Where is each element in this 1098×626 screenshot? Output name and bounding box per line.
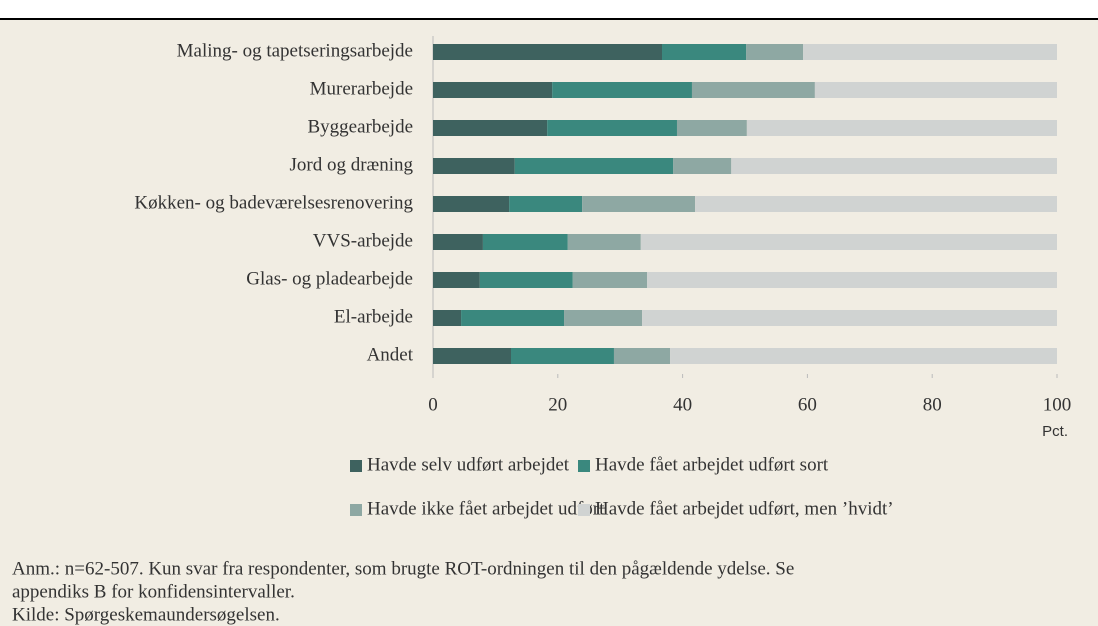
- bar-segment: [433, 196, 510, 212]
- bar-segment: [509, 196, 583, 212]
- bar-segment: [433, 44, 663, 60]
- bar-segment: [695, 196, 1057, 212]
- y-tick-label: El-arbejde: [334, 306, 413, 327]
- legend-swatch: [350, 460, 362, 472]
- bar-segment: [547, 120, 677, 136]
- y-tick-label: Byggearbejde: [307, 116, 413, 137]
- bar-segment: [552, 82, 692, 98]
- bar-segment: [746, 120, 1057, 136]
- y-tick-label: Andet: [367, 344, 414, 365]
- bar-segment: [461, 310, 565, 326]
- bar-segment: [433, 310, 462, 326]
- y-tick-label: Murerarbejde: [310, 78, 413, 99]
- bar-segment: [572, 272, 648, 288]
- legend-swatch: [578, 460, 590, 472]
- bar-segment: [731, 158, 1057, 174]
- bar-segment: [647, 272, 1057, 288]
- y-tick-label: Glas- og pladearbejde: [246, 268, 413, 289]
- note: appendiks B for konfidensintervaller.: [12, 581, 295, 602]
- bar-segment: [670, 348, 1057, 364]
- y-tick-label: Køkken- og badeværelsesrenovering: [134, 192, 413, 213]
- bar-segment: [673, 158, 732, 174]
- bar-segment: [433, 348, 511, 364]
- bar-segment: [511, 348, 614, 364]
- legend-label: Havde ikke fået arbejdet udført: [367, 498, 605, 519]
- y-tick-label: Maling- og tapetseringsarbejde: [177, 40, 413, 61]
- top-strip: [0, 0, 1098, 19]
- note: Anm.: n=62-507. Kun svar fra respondente…: [12, 558, 794, 579]
- x-axis-label: Pct.: [1042, 423, 1068, 440]
- bar-segment: [433, 82, 553, 98]
- y-tick-label: VVS-arbejde: [313, 230, 413, 251]
- bar-segment: [433, 272, 480, 288]
- bar-segment: [676, 120, 747, 136]
- bar-segment: [433, 234, 483, 250]
- bar-segment: [433, 158, 515, 174]
- legend-label: Havde fået arbejdet udført sort: [595, 454, 829, 475]
- bar-segment: [662, 44, 747, 60]
- x-tick-label: 100: [1043, 394, 1072, 415]
- bar-segment: [613, 348, 671, 364]
- bar-segment: [433, 120, 548, 136]
- x-tick-label: 40: [673, 394, 692, 415]
- bar-segment: [479, 272, 573, 288]
- bar-segment: [567, 234, 641, 250]
- bar-segment: [582, 196, 696, 212]
- bar-segment: [803, 44, 1057, 60]
- x-tick-label: 0: [428, 394, 438, 415]
- legend-swatch: [350, 504, 362, 516]
- bar-segment: [514, 158, 674, 174]
- x-tick-label: 60: [798, 394, 817, 415]
- legend-label: Havde selv udført arbejdet: [367, 454, 570, 475]
- bar-segment: [691, 82, 815, 98]
- legend-label: Havde fået arbejdet udført, men ’hvidt’: [595, 498, 894, 519]
- bar-segment: [564, 310, 643, 326]
- legend-swatch: [578, 504, 590, 516]
- x-tick-label: 80: [923, 394, 942, 415]
- y-tick-label: Jord og dræning: [290, 154, 414, 175]
- bar-segment: [640, 234, 1057, 250]
- bar-segment: [814, 82, 1057, 98]
- note: Kilde: Spørgeskemaundersøgelsen.: [12, 604, 280, 625]
- bar-segment: [746, 44, 804, 60]
- x-tick-label: 20: [548, 394, 567, 415]
- bar-segment: [642, 310, 1057, 326]
- bar-segment: [482, 234, 568, 250]
